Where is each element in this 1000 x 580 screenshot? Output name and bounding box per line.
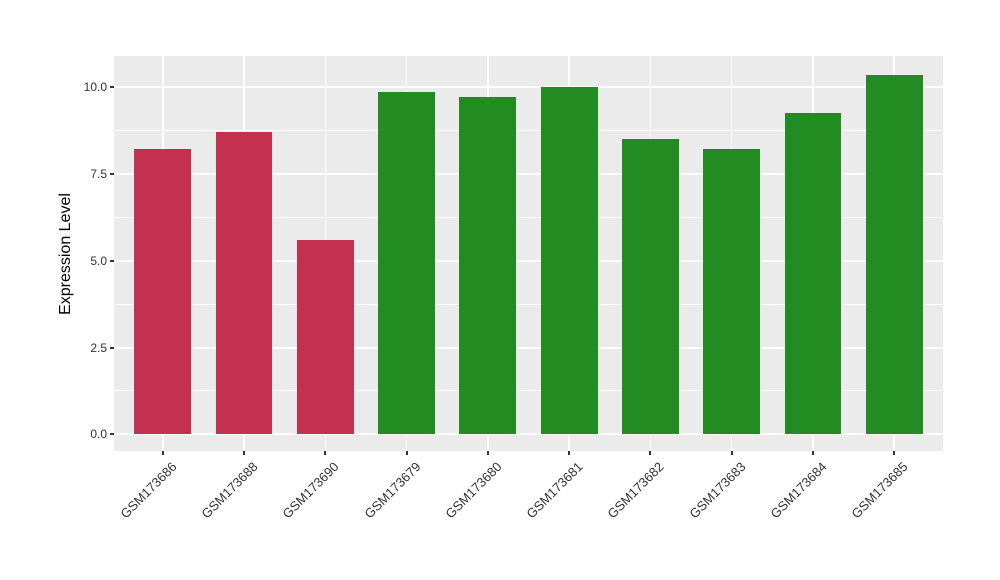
x-tick-mark (730, 451, 733, 455)
x-tick-label: GSM173682 (604, 459, 668, 522)
bar-GSM173680 (459, 96, 517, 435)
x-tick-label: GSM173683 (686, 459, 749, 522)
x-tick-mark (568, 451, 571, 455)
y-tick-label: 2.5 (90, 340, 107, 355)
x-tick-mark (324, 451, 327, 455)
x-tick-mark (893, 451, 896, 455)
bar-GSM173685 (865, 75, 923, 435)
x-tick-label: GSM173679 (360, 459, 424, 522)
y-tick-mark (110, 259, 114, 262)
y-tick-mark (110, 346, 114, 349)
bar-GSM173690 (296, 239, 354, 435)
y-tick-label: 7.5 (90, 167, 107, 181)
y-tick-mark (110, 433, 114, 436)
x-tick-label: GSM173680 (442, 459, 505, 522)
y-tick-label: 5.0 (90, 253, 107, 268)
major-gridline (114, 173, 943, 175)
x-tick-mark (405, 451, 408, 455)
y-tick-label: 10.0 (83, 80, 107, 95)
x-tick-label: GSM173686 (117, 459, 180, 522)
y-tick-mark (110, 86, 114, 89)
x-tick-label: GSM173685 (848, 459, 911, 522)
x-tick-mark (161, 451, 164, 455)
bar-GSM173684 (784, 112, 842, 435)
bar-GSM173682 (621, 138, 679, 435)
x-tick-mark (486, 451, 489, 455)
y-tick-mark (110, 173, 114, 175)
x-tick-mark (649, 451, 652, 455)
minor-gridline (114, 390, 943, 392)
bar-GSM173679 (378, 91, 436, 435)
minor-gridline (114, 130, 943, 132)
bar-GSM173681 (540, 87, 598, 435)
x-tick-label: GSM173688 (198, 459, 261, 522)
bar-GSM173686 (134, 148, 192, 435)
major-gridline (114, 346, 943, 349)
bar-GSM173688 (215, 132, 273, 435)
major-gridline (114, 433, 943, 436)
x-tick-label: GSM173684 (767, 459, 830, 522)
x-tick-mark (243, 451, 246, 455)
x-tick-label: GSM173681 (523, 459, 586, 522)
x-tick-mark (811, 451, 814, 455)
minor-gridline (114, 303, 943, 305)
major-gridline (114, 86, 943, 89)
x-tick-label: GSM173690 (279, 459, 342, 522)
y-tick-label: 0.0 (90, 427, 107, 442)
minor-gridline (114, 216, 943, 218)
plot-panel (114, 56, 943, 451)
major-gridline (114, 259, 943, 262)
bar-GSM173683 (703, 149, 761, 435)
